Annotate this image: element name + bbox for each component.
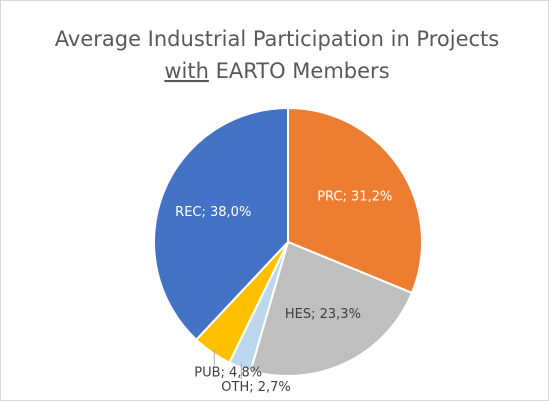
chart-title-line: Average Industrial Participation in Proj… bbox=[55, 27, 499, 51]
pie-slice bbox=[153, 106, 289, 342]
pie-slice bbox=[249, 240, 414, 377]
data-label: OTH; 2,7% bbox=[221, 380, 291, 395]
data-label: HES; 23,3% bbox=[285, 307, 361, 322]
data-label: REC; 38,0% bbox=[175, 205, 251, 220]
pie-slice bbox=[287, 106, 423, 295]
chart-title-line: with EARTO Members bbox=[164, 59, 389, 83]
data-label: PUB; 4,8% bbox=[194, 366, 262, 381]
data-label: PRC; 31,2% bbox=[317, 190, 392, 205]
